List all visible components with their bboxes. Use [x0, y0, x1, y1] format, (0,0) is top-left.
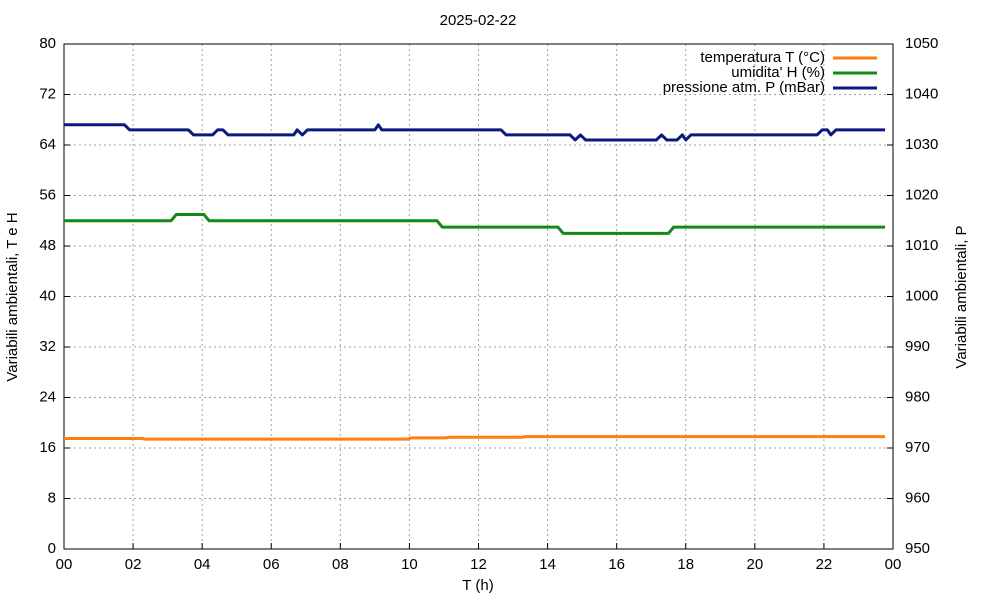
x-tick-label: 08	[332, 556, 349, 573]
chart-title: 2025-02-22	[440, 12, 517, 29]
y2-tick-label: 1050	[905, 35, 938, 52]
x-tick-label: 00	[885, 556, 902, 573]
y-axis-label: Variabili ambientali, T e H	[4, 212, 21, 381]
y-tick-label: 48	[39, 237, 56, 254]
x-tick-label: 14	[539, 556, 556, 573]
y2-axis-label: Variabili ambientali, P	[953, 225, 970, 368]
x-tick-label: 02	[125, 556, 142, 573]
y2-tick-label: 960	[905, 489, 930, 506]
legend-label: temperatura T (°C)	[700, 49, 825, 66]
y-tick-label: 16	[39, 439, 56, 456]
y-tick-label: 56	[39, 186, 56, 203]
y2-tick-label: 970	[905, 439, 930, 456]
x-tick-label: 18	[677, 556, 694, 573]
y2-tick-label: 1000	[905, 287, 938, 304]
x-tick-label: 20	[746, 556, 763, 573]
y2-tick-label: 950	[905, 540, 930, 557]
y-tick-label: 0	[48, 540, 56, 557]
y2-tick-label: 1040	[905, 85, 938, 102]
y-tick-label: 40	[39, 287, 56, 304]
series-line	[64, 123, 886, 142]
x-tick-label: 06	[263, 556, 280, 573]
y-tick-label: 64	[39, 136, 56, 153]
x-tick-label: 00	[56, 556, 73, 573]
y-tick-label: 80	[39, 35, 56, 52]
x-tick-label: 04	[194, 556, 211, 573]
legend-label: umidita' H (%)	[731, 64, 825, 81]
x-tick-label: 10	[401, 556, 418, 573]
y-tick-label: 32	[39, 338, 56, 355]
plot-frame	[63, 43, 894, 550]
y-tick-label: 72	[39, 85, 56, 102]
x-axis-label: T (h)	[462, 577, 493, 594]
y2-tick-label: 1010	[905, 237, 938, 254]
y2-tick-label: 1020	[905, 186, 938, 203]
y2-tick-label: 980	[905, 388, 930, 405]
y-tick-label: 8	[48, 489, 56, 506]
y2-tick-label: 990	[905, 338, 930, 355]
x-tick-label: 22	[816, 556, 833, 573]
x-tick-label: 16	[608, 556, 625, 573]
y-tick-label: 24	[39, 388, 56, 405]
x-tick-label: 12	[470, 556, 487, 573]
legend-label: pressione atm. P (mBar)	[663, 79, 825, 96]
series-line	[64, 435, 886, 441]
y2-tick-label: 1030	[905, 136, 938, 153]
series-line	[64, 212, 886, 235]
